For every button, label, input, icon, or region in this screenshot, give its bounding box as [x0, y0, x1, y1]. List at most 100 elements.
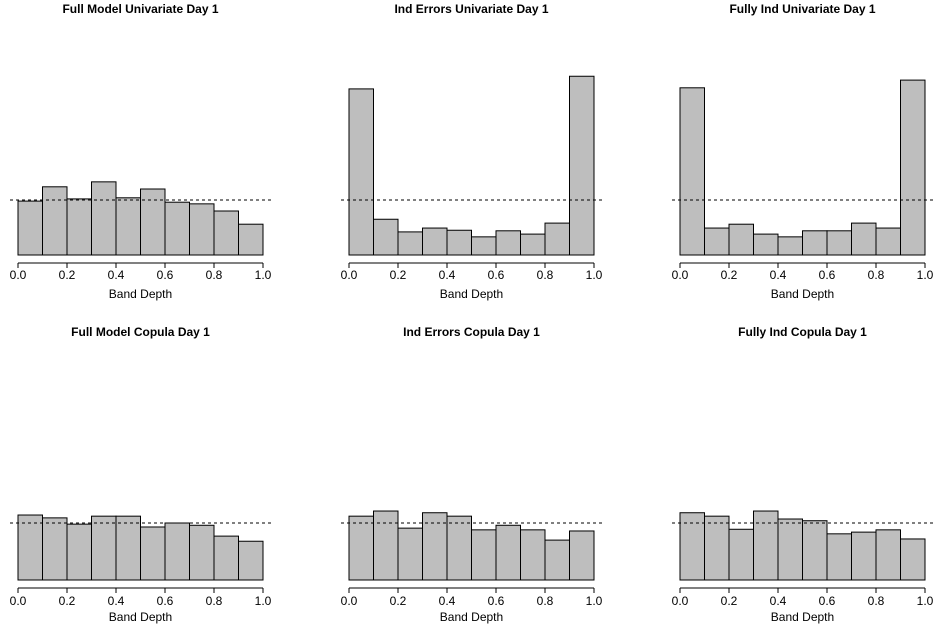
bar	[42, 517, 68, 581]
x-tick-label: 0.0	[10, 594, 27, 608]
bar	[422, 227, 448, 256]
chart-title: Ind Errors Copula Day 1	[403, 325, 540, 339]
bar	[851, 222, 877, 256]
x-tick-label: 0.4	[770, 268, 787, 282]
x-tick-label: 0.0	[341, 268, 358, 282]
x-tick-label: 0.2	[390, 268, 407, 282]
bar	[213, 210, 239, 256]
x-tick-label: 0.6	[819, 268, 836, 282]
x-tick-label: 0.0	[10, 268, 27, 282]
x-tick-label: 0.6	[157, 594, 174, 608]
bar	[17, 200, 43, 256]
bar	[446, 229, 472, 256]
bar	[826, 533, 852, 581]
bar	[679, 512, 705, 581]
x-tick-label: 0.8	[206, 268, 223, 282]
x-tick-label: 1.0	[917, 594, 934, 608]
x-tick-label: 0.2	[59, 594, 76, 608]
x-axis-label: Band Depth	[771, 287, 834, 301]
bar	[91, 515, 117, 581]
x-tick-label: 0.8	[868, 268, 885, 282]
bar	[17, 514, 43, 581]
bar	[238, 223, 264, 256]
x-axis-label: Band Depth	[771, 610, 834, 624]
bar	[495, 524, 521, 581]
bar	[679, 87, 705, 256]
x-tick-label: 0.0	[672, 594, 689, 608]
bar	[471, 529, 497, 581]
bar	[115, 197, 141, 256]
x-tick-label: 0.4	[108, 594, 125, 608]
bar	[900, 538, 926, 581]
chart-title: Ind Errors Univariate Day 1	[394, 2, 548, 16]
x-tick-label: 0.2	[390, 594, 407, 608]
x-axis-label: Band Depth	[440, 287, 503, 301]
chart-title: Fully Ind Copula Day 1	[738, 325, 867, 339]
bar	[348, 88, 374, 256]
bar	[42, 186, 68, 256]
x-tick-label: 0.4	[439, 268, 456, 282]
x-tick-label: 0.4	[108, 268, 125, 282]
bar	[115, 515, 141, 581]
x-tick-label: 1.0	[255, 594, 272, 608]
bar	[348, 515, 374, 581]
x-axis-label: Band Depth	[440, 610, 503, 624]
x-axis-label: Band Depth	[109, 287, 172, 301]
bar	[520, 529, 546, 581]
x-axis-label: Band Depth	[109, 610, 172, 624]
bar	[753, 510, 779, 581]
bar	[704, 515, 730, 581]
x-tick-label: 0.6	[819, 594, 836, 608]
bar	[164, 522, 190, 581]
x-tick-label: 0.2	[721, 268, 738, 282]
bar	[569, 530, 595, 581]
x-tick-label: 0.2	[59, 268, 76, 282]
bar	[851, 531, 877, 581]
bar	[397, 231, 423, 256]
bar	[213, 535, 239, 581]
bar	[875, 227, 901, 256]
bar	[520, 233, 546, 256]
bar	[373, 218, 399, 256]
bar	[569, 75, 595, 256]
bar	[471, 236, 497, 256]
x-tick-label: 0.4	[770, 594, 787, 608]
bar	[66, 198, 92, 256]
bar	[544, 222, 570, 256]
bar	[544, 539, 570, 581]
bar	[704, 227, 730, 256]
bar	[777, 236, 803, 256]
bar	[91, 181, 117, 256]
bar	[495, 230, 521, 256]
bar	[397, 527, 423, 581]
x-tick-label: 0.8	[537, 268, 554, 282]
bar	[422, 512, 448, 581]
chart-title: Fully Ind Univariate Day 1	[729, 2, 875, 16]
bar	[802, 520, 828, 581]
bar	[140, 188, 166, 256]
bar	[66, 523, 92, 581]
x-tick-label: 0.0	[672, 268, 689, 282]
bar	[875, 529, 901, 581]
x-tick-label: 0.4	[439, 594, 456, 608]
bar	[140, 526, 166, 581]
bar	[728, 528, 754, 581]
x-tick-label: 0.6	[488, 268, 505, 282]
bar	[900, 79, 926, 256]
bar	[189, 524, 215, 581]
x-tick-label: 0.2	[721, 594, 738, 608]
chart-title: Full Model Copula Day 1	[71, 325, 210, 339]
x-tick-label: 0.8	[868, 594, 885, 608]
bar	[189, 203, 215, 256]
bar	[728, 223, 754, 256]
bar	[446, 515, 472, 581]
bar	[164, 201, 190, 256]
x-tick-label: 1.0	[586, 594, 603, 608]
x-tick-label: 0.8	[206, 594, 223, 608]
bar	[238, 540, 264, 581]
x-tick-label: 1.0	[586, 268, 603, 282]
x-tick-label: 1.0	[255, 268, 272, 282]
bar	[826, 230, 852, 256]
